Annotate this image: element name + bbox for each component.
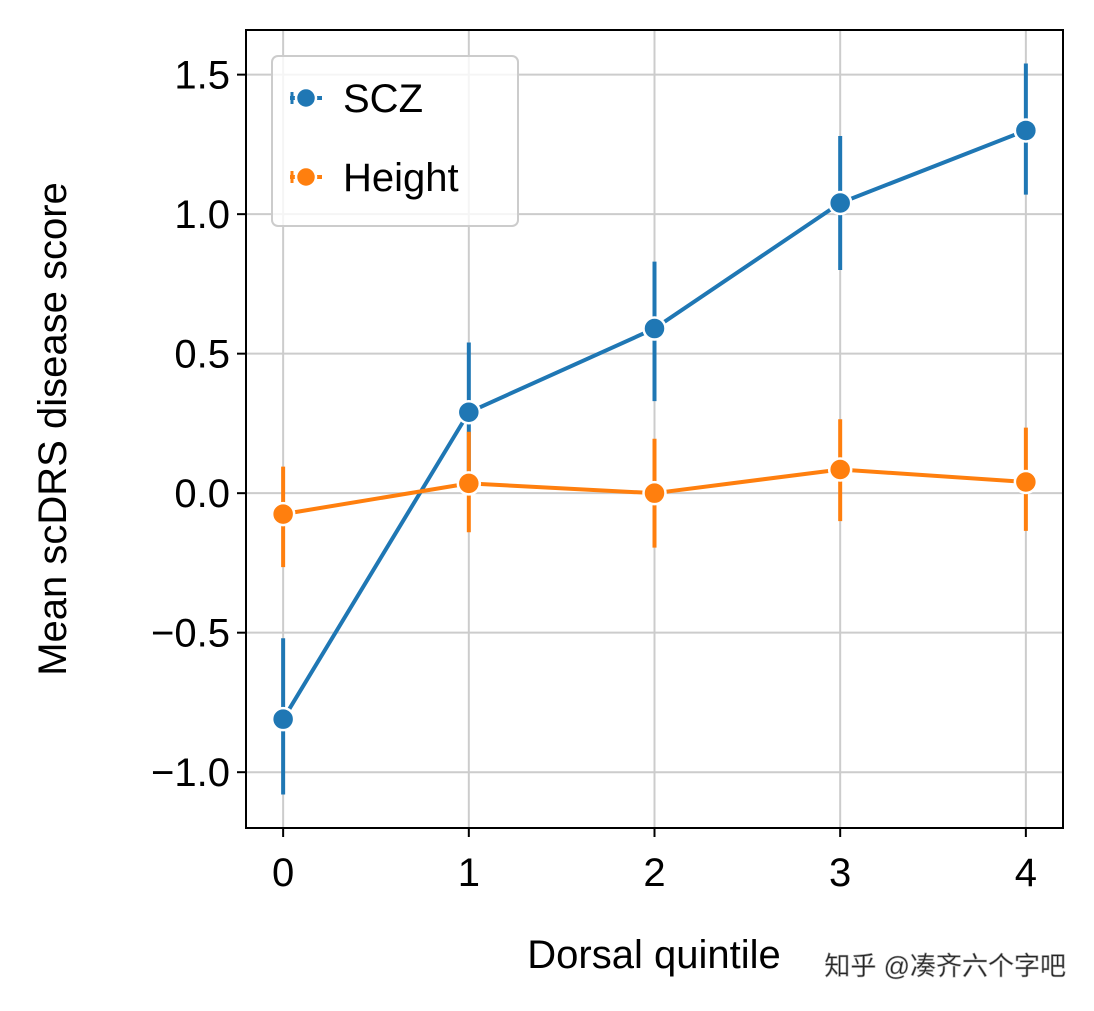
y-tick-label: −0.5 (151, 612, 230, 656)
x-tick-label: 4 (1015, 851, 1037, 895)
data-point (642, 480, 667, 506)
x-tick-label: 2 (643, 851, 665, 895)
series-layer (270, 63, 1039, 795)
data-point (456, 400, 482, 425)
series-scz (270, 63, 1039, 795)
watermark: 知乎 @凑齐六个字吧 (824, 951, 1066, 981)
legend-marker (294, 86, 318, 110)
y-tick-label: 1.0 (174, 193, 230, 237)
legend: SCZ Height (271, 55, 519, 227)
legend-frame (271, 55, 519, 227)
data-point (270, 706, 296, 732)
data-point (1013, 118, 1039, 143)
x-axis-label: Dorsal quintile (527, 933, 780, 977)
data-point (270, 501, 296, 527)
data-point (1013, 469, 1039, 495)
x-tick-label: 3 (829, 851, 851, 895)
x-tick-label: 1 (458, 851, 480, 895)
legend-label: Height (343, 156, 459, 200)
legend-label: SCZ (343, 77, 423, 121)
data-point (456, 471, 482, 496)
y-tick-label: 0.0 (174, 472, 230, 516)
data-point (827, 457, 853, 482)
y-tick-label: −1.0 (151, 751, 230, 795)
y-axis-label: Mean scDRS disease score (31, 182, 75, 676)
ticks: 0 1 2 3 4 −1.0 −0.5 0.0 0.5 1.0 1.5 (151, 54, 1037, 895)
series-height (270, 419, 1039, 568)
x-tick-label: 0 (272, 851, 294, 895)
data-point (827, 190, 853, 216)
legend-marker (294, 165, 318, 189)
y-tick-label: 0.5 (174, 333, 230, 377)
y-tick-label: 1.5 (174, 54, 230, 98)
data-point (642, 316, 667, 341)
